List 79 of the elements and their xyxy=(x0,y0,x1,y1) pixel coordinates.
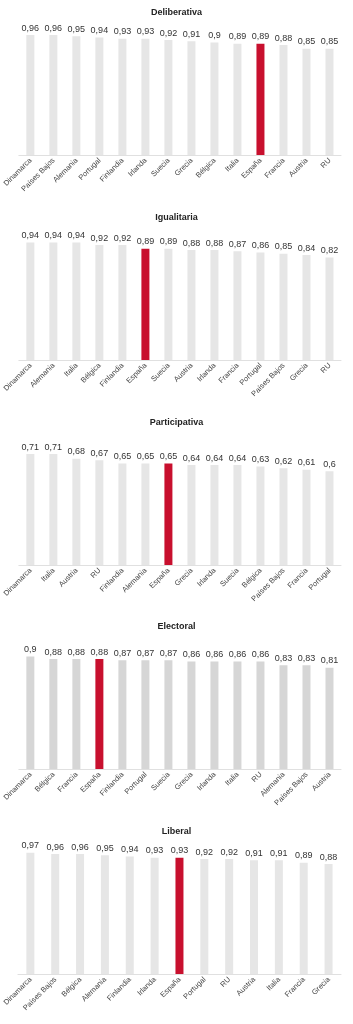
data-label: 0,64 xyxy=(205,452,224,463)
data-label: 0,71 xyxy=(44,441,63,452)
data-label: 0,94 xyxy=(44,229,63,240)
data-label: 0,89 xyxy=(136,236,155,247)
bar xyxy=(164,463,173,565)
data-label: 0,63 xyxy=(251,453,270,464)
data-label: 0,85 xyxy=(274,241,293,252)
data-label: 0,93 xyxy=(145,845,164,856)
data-label: 0,96 xyxy=(44,22,63,33)
data-label: 0,65 xyxy=(136,450,155,461)
data-label: 0,62 xyxy=(274,455,293,466)
data-label: 0,89 xyxy=(159,236,178,247)
data-label: 0,95 xyxy=(67,23,86,34)
data-label: 0,84 xyxy=(297,242,316,253)
data-label: 0,65 xyxy=(113,450,132,461)
data-label: 0,94 xyxy=(90,25,109,35)
data-label: 0,94 xyxy=(67,229,86,240)
data-label: 0,67 xyxy=(90,447,109,458)
data-label: 0,88 xyxy=(67,646,86,657)
bar xyxy=(141,248,150,360)
data-label: 0,86 xyxy=(228,649,247,660)
data-label: 0,91 xyxy=(270,847,288,858)
data-label: 0,95 xyxy=(96,842,114,853)
chart-title: Electoral xyxy=(157,620,196,631)
data-label: 0,87 xyxy=(228,238,247,249)
data-label: 0,85 xyxy=(297,36,316,47)
bar xyxy=(95,659,104,770)
data-label: 0,86 xyxy=(182,649,201,660)
data-label: 0,81 xyxy=(320,655,339,666)
data-label: 0,94 xyxy=(121,844,139,855)
data-label: 0,93 xyxy=(113,26,132,37)
chart-title: Participativa xyxy=(149,416,205,427)
bar xyxy=(256,43,265,155)
data-label: 0,94 xyxy=(21,229,40,240)
data-label: 0,96 xyxy=(21,22,40,33)
data-label: 0,92 xyxy=(90,232,109,243)
data-label: 0,89 xyxy=(294,850,313,861)
data-label: 0,65 xyxy=(159,450,178,461)
data-label: 0,93 xyxy=(136,26,155,37)
data-label: 0,88 xyxy=(274,32,293,43)
data-label: 0,89 xyxy=(251,31,270,42)
data-label: 0,88 xyxy=(319,851,338,862)
data-label: 0,9 xyxy=(208,30,221,40)
data-label: 0,87 xyxy=(136,648,155,659)
data-label: 0,82 xyxy=(320,244,339,255)
data-label: 0,86 xyxy=(251,649,270,660)
data-label: 0,6 xyxy=(323,458,336,469)
data-label: 0,83 xyxy=(274,653,293,664)
data-label: 0,89 xyxy=(228,31,247,42)
data-label: 0,88 xyxy=(182,237,201,248)
data-label: 0,92 xyxy=(195,846,214,857)
data-label: 0,93 xyxy=(170,845,189,856)
data-label: 0,88 xyxy=(90,646,109,657)
data-label: 0,71 xyxy=(21,441,40,452)
data-label: 0,92 xyxy=(113,232,132,243)
data-label: 0,91 xyxy=(182,28,201,39)
data-label: 0,88 xyxy=(205,237,224,248)
data-label: 0,87 xyxy=(113,648,132,659)
data-label: 0,83 xyxy=(297,653,316,664)
data-label: 0,64 xyxy=(182,452,201,463)
data-label: 0,64 xyxy=(228,452,247,463)
data-label: 0,88 xyxy=(44,646,63,657)
data-label: 0,97 xyxy=(21,840,40,851)
data-label: 0,92 xyxy=(159,27,178,38)
data-label: 0,86 xyxy=(251,239,270,250)
data-label: 0,61 xyxy=(297,456,316,467)
data-label: 0,96 xyxy=(71,841,89,852)
data-label: 0,96 xyxy=(46,841,64,852)
data-label: 0,92 xyxy=(220,846,238,857)
data-label: 0,87 xyxy=(159,648,178,659)
chart-title: Deliberativa xyxy=(150,6,203,17)
data-label: 0,68 xyxy=(67,445,86,456)
data-label: 0,91 xyxy=(245,847,263,858)
chart-title: Liberal xyxy=(161,825,192,836)
chart-title: Igualitaria xyxy=(155,211,199,222)
data-label: 0,9 xyxy=(24,644,37,655)
bar xyxy=(175,857,184,975)
data-label: 0,86 xyxy=(205,649,224,660)
data-label: 0,85 xyxy=(320,36,339,47)
